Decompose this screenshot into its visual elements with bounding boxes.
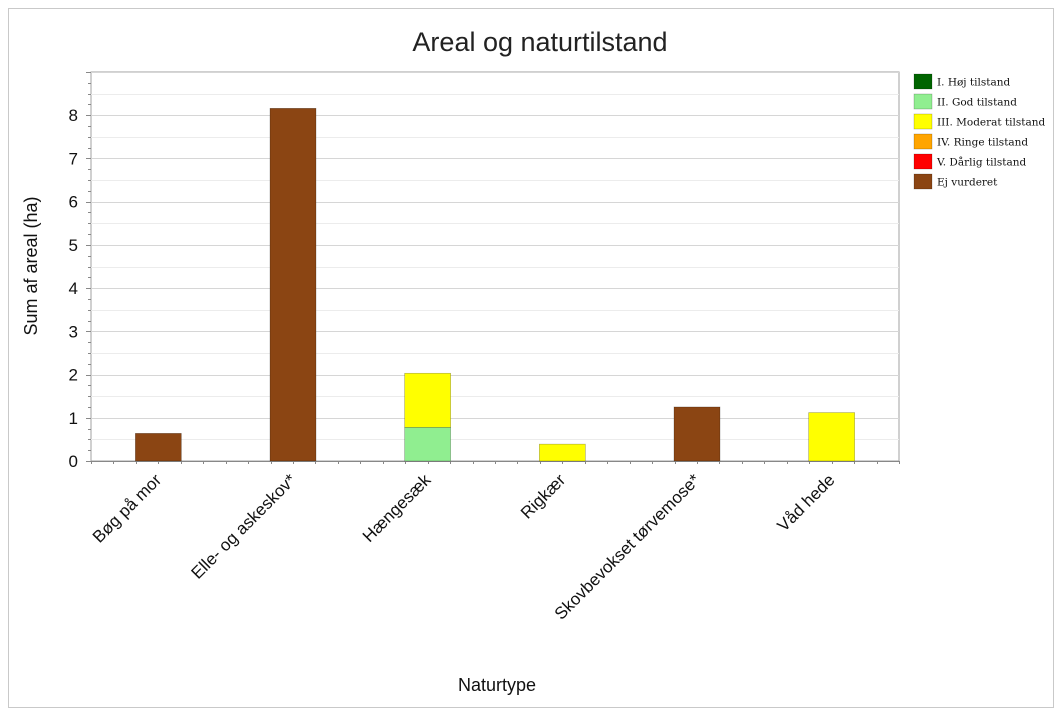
x-category-label: Skovbevokset tørvemose*: [551, 470, 704, 623]
bar-segment: [404, 426, 451, 462]
y-tick-label: 8: [69, 106, 78, 125]
y-tick-label: 1: [69, 409, 78, 428]
legend-label: Ej vurderet: [937, 177, 998, 189]
legend: I. Høj tilstand II. God tilstand III. Mode…: [913, 73, 1046, 190]
legend-swatch: [913, 73, 933, 90]
x-category-label: Elle- og askeskov*: [188, 470, 301, 583]
legend-label: IV. Ringe tilstand: [937, 137, 1028, 149]
y-tick-label: 6: [69, 193, 78, 212]
bar-segment: [404, 372, 451, 428]
y-tick-label: 7: [69, 149, 78, 168]
y-tick-label: 4: [69, 279, 78, 298]
legend-swatch: [913, 133, 933, 150]
x-category-label: Rigkær: [517, 470, 569, 522]
plot-background: [90, 71, 900, 462]
legend-label: V. Dårlig tilstand: [936, 156, 1026, 169]
x-category-label: Hængesæk: [359, 470, 435, 546]
legend-label: II. God tilstand: [937, 97, 1017, 109]
legend-swatch: [913, 153, 933, 170]
bar-segment: [808, 412, 855, 462]
legend-swatch: [913, 93, 933, 110]
y-tick-label: 5: [69, 236, 78, 255]
bar-segment: [673, 406, 721, 462]
y-tick-label: 2: [69, 366, 78, 385]
y-axis-title: Sum af areal (ha): [21, 196, 41, 335]
legend-swatch: [913, 113, 933, 130]
legend-swatch: [913, 173, 933, 190]
legend-label: I. Høj tilstand: [937, 77, 1010, 89]
x-axis-title: Naturtype: [458, 675, 536, 695]
bar-segment: [135, 433, 182, 462]
legend-label: III. Moderat tilstand: [937, 117, 1046, 129]
x-category-label: Våd hede: [774, 470, 839, 535]
plot-area: 0 1 2 3 4 5 6 7 8 Bøg på mor Elle- og askeskov* Hæn…: [69, 71, 900, 623]
chart-title: Areal og naturtilstand: [412, 27, 667, 57]
bar-segment: [269, 108, 317, 462]
y-tick-label: 3: [69, 322, 78, 341]
bar-segment: [539, 443, 586, 462]
x-category-label: Bøg på mor: [89, 470, 165, 546]
y-tick-label: 0: [69, 452, 78, 471]
